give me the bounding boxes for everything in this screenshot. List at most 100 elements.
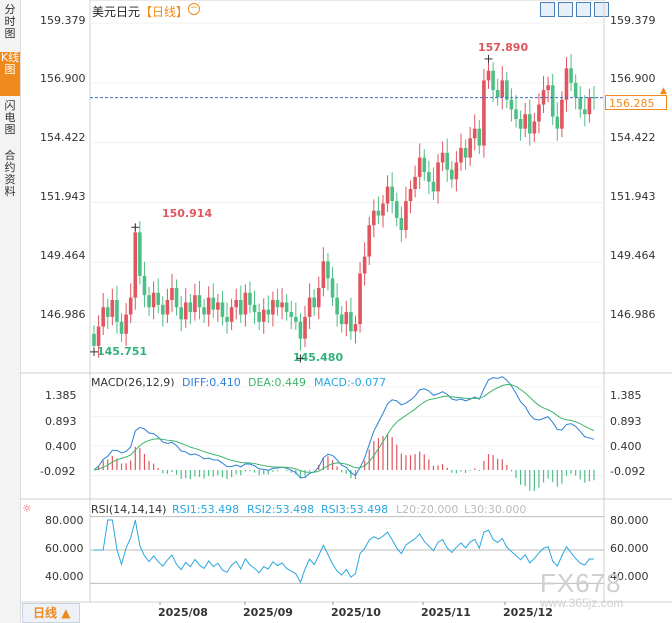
candle-body — [294, 316, 298, 322]
candle-body — [353, 324, 358, 332]
candle-body — [454, 162, 459, 180]
candle-body — [248, 292, 252, 305]
candle-body — [206, 297, 211, 315]
candle-body — [174, 287, 179, 308]
candle-body — [289, 312, 294, 317]
zoom-out-icon[interactable] — [558, 2, 573, 17]
annotation-low-145480: 145.480 — [293, 351, 344, 364]
symbol-title: 美元日元 — [92, 5, 141, 19]
zoom-in-icon[interactable] — [540, 2, 555, 17]
watermark-url: www.365jz.com — [540, 596, 624, 610]
candle-body — [243, 292, 248, 315]
candle-body — [335, 297, 339, 315]
candle-body — [477, 128, 482, 146]
macd-tick-left: 0.893 — [45, 415, 77, 428]
candle-body — [413, 176, 417, 189]
annotation-high-150914: 150.914 — [162, 207, 213, 220]
candle-body — [229, 307, 234, 322]
candle-body — [147, 295, 151, 308]
candle-body — [216, 302, 220, 310]
macd-diff-value: DIFF:0.410 — [182, 376, 241, 389]
tab-kline[interactable]: K线图 — [0, 52, 20, 96]
price-tick-right: 149.464 — [610, 249, 656, 262]
price-tick-right: 151.943 — [610, 190, 656, 203]
candle-body — [514, 109, 518, 120]
candle-body — [193, 295, 197, 313]
price-tick-right: 146.986 — [610, 308, 656, 321]
candle-body — [234, 300, 239, 308]
x-axis-label: 2025/11 — [421, 606, 471, 619]
candle-body — [225, 316, 229, 322]
candle-body — [491, 70, 495, 91]
candle-body — [573, 82, 578, 98]
candle-body — [238, 300, 243, 315]
macd-tick-left: 1.385 — [45, 389, 77, 402]
candle-body — [367, 225, 372, 257]
macd-tick-right: 0.893 — [610, 415, 642, 428]
candle-body — [440, 152, 445, 163]
candle-body — [546, 85, 550, 91]
macd-tick-left: -0.092 — [40, 465, 76, 478]
price-tick-left: 146.986 — [40, 308, 86, 321]
candle-body — [555, 116, 560, 129]
candle-body — [422, 157, 427, 173]
price-tick-left: 151.943 — [40, 190, 86, 203]
candle-body — [541, 90, 546, 105]
candle-body — [128, 297, 133, 315]
candle-body — [321, 261, 326, 288]
candle-body — [197, 295, 202, 308]
candle-body — [261, 309, 266, 322]
chart-type-sidebar: 分时图 K线图 闪电图 合约资料 — [0, 0, 21, 623]
candle-body — [358, 273, 362, 325]
candle-body — [592, 97, 596, 99]
tab-flash-chart[interactable]: 闪电图 — [4, 99, 16, 136]
price-tick-left: 159.379 — [40, 14, 86, 27]
candle-body — [472, 128, 477, 139]
tab-timeshare[interactable]: 分时图 — [4, 3, 16, 40]
rsi-settings-icon[interactable]: ☼ — [22, 502, 32, 515]
candle-body — [138, 232, 142, 276]
rsi-tick-left: 40.000 — [45, 570, 84, 583]
rsi2-value: RSI2:53.498 — [247, 503, 315, 516]
candle-body — [202, 307, 206, 315]
candle-body — [271, 300, 275, 315]
macd-tick-left: 0.400 — [45, 440, 77, 453]
candle-body — [376, 210, 381, 216]
tab-contract-info[interactable]: 合约资料 — [4, 149, 16, 198]
candle-body — [179, 307, 183, 320]
macd-tick-right: 0.400 — [610, 440, 642, 453]
x-axis-label: 2025/12 — [503, 606, 553, 619]
current-price-tag: 156.285 — [605, 95, 667, 110]
price-scroll-icon[interactable]: ▲ — [660, 86, 667, 96]
rsi-l30-value: L30:30.000 — [464, 503, 527, 516]
expand-icon[interactable] — [576, 2, 591, 17]
rsi3-value: RSI3:53.498 — [321, 503, 389, 516]
candle-body — [110, 300, 115, 317]
candle-body — [188, 302, 193, 313]
candle-body — [560, 99, 564, 129]
candle-body — [527, 114, 532, 134]
rsi-tick-right: 60.000 — [610, 542, 649, 555]
candle-body — [500, 80, 505, 98]
candle-body — [385, 186, 390, 204]
collapse-icon[interactable]: − — [188, 3, 200, 15]
candle-body — [344, 312, 349, 325]
annotation-high-157890: 157.890 — [478, 41, 529, 54]
candle-body — [183, 302, 188, 320]
candle-body — [381, 203, 385, 216]
candle-body — [156, 292, 161, 305]
rsi-tick-left: 80.000 — [45, 514, 84, 527]
price-tick-right: 156.900 — [610, 72, 656, 85]
candle-body — [394, 201, 399, 218]
candle-body — [330, 278, 335, 298]
candle-body — [372, 210, 376, 226]
candle-body — [445, 152, 450, 170]
period-selector-label: 日线 — [33, 606, 58, 620]
close-icon[interactable] — [594, 2, 609, 17]
rsi-tick-right: 40.000 — [610, 570, 649, 583]
candle-body — [339, 314, 344, 325]
watermark-brand: FX678 — [540, 568, 622, 598]
price-tick-right: 159.379 — [610, 14, 656, 27]
candle-body — [509, 99, 514, 110]
candle-body — [96, 326, 101, 346]
